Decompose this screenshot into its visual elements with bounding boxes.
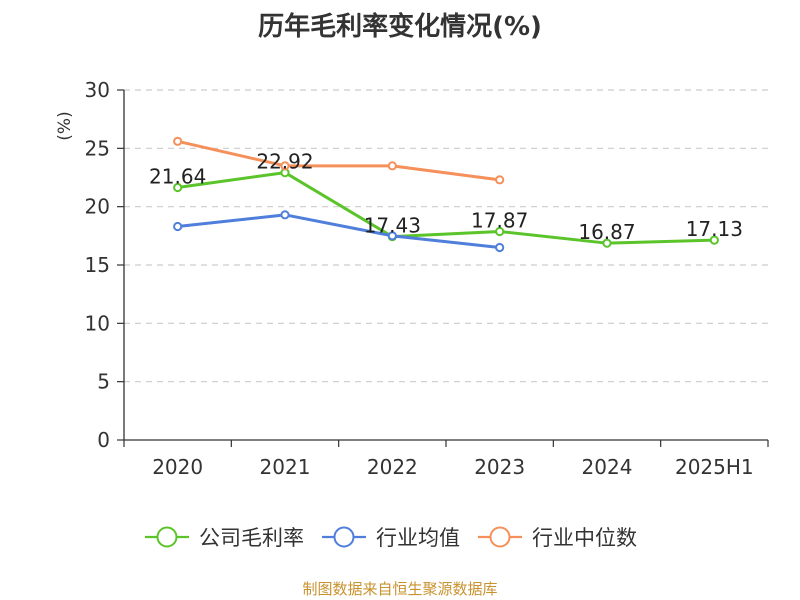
y-tick-label: 20 xyxy=(85,195,110,219)
y-tick-label: 30 xyxy=(85,78,110,102)
series-line xyxy=(177,213,500,249)
source-note: 制图数据来自恒生聚源数据库 xyxy=(302,580,498,598)
data-point[interactable] xyxy=(495,226,505,237)
legend-label: 行业中位数 xyxy=(532,526,637,550)
series-line xyxy=(177,171,715,245)
data-point[interactable] xyxy=(173,221,183,232)
data-point[interactable] xyxy=(602,238,612,248)
x-tick-label: 2023 xyxy=(474,455,525,479)
y-tick-label: 15 xyxy=(85,253,110,277)
legend-label: 行业均值 xyxy=(376,526,460,550)
chart-title: 历年毛利率变化情况(%) xyxy=(258,12,542,42)
axes: 0 5 10 15 20 25 30 2020 2021 2022 2023 2024 2025H1 xyxy=(85,78,769,479)
data-point[interactable] xyxy=(173,182,183,193)
x-tick-label: 2024 xyxy=(582,455,633,479)
series-2 xyxy=(173,136,505,185)
data-label: 22.92 xyxy=(256,150,313,174)
legend-item-0[interactable]: 公司毛利率 xyxy=(145,526,304,550)
data-label: 16.87 xyxy=(578,220,635,244)
series-layer xyxy=(173,136,719,253)
data-point[interactable] xyxy=(387,161,397,171)
data-label: 17.13 xyxy=(686,217,743,241)
legend-label: 公司毛利率 xyxy=(199,526,304,550)
legend-marker xyxy=(333,526,355,548)
x-tick-label: 2022 xyxy=(367,455,418,479)
data-point[interactable] xyxy=(173,136,183,146)
data-point[interactable] xyxy=(280,210,290,220)
x-tick-label: 2025H1 xyxy=(675,455,754,479)
data-point[interactable] xyxy=(280,161,290,171)
data-point[interactable] xyxy=(495,242,505,253)
data-label: 21.64 xyxy=(149,165,206,189)
data-labels: 21.64 22.92 17.43 17.87 16.87 17.13 xyxy=(149,150,743,245)
series-line xyxy=(177,139,500,182)
data-point[interactable] xyxy=(387,231,397,241)
y-tick-label: 25 xyxy=(85,136,110,160)
y-axis-label: (%) xyxy=(55,111,75,140)
data-point[interactable] xyxy=(495,175,505,185)
x-tick-label: 2020 xyxy=(152,455,203,479)
grid-lines xyxy=(124,89,768,383)
y-tick-label: 10 xyxy=(85,311,110,335)
series-0 xyxy=(173,168,719,248)
legend[interactable]: 公司毛利率 行业均值 行业中位数 xyxy=(145,526,637,550)
y-tick-label: 0 xyxy=(97,428,110,452)
x-tick-label: 2021 xyxy=(260,455,311,479)
legend-marker xyxy=(156,526,178,548)
y-tick-label: 5 xyxy=(97,370,110,394)
legend-item-2[interactable]: 行业中位数 xyxy=(478,526,637,550)
legend-item-1[interactable]: 行业均值 xyxy=(322,526,460,550)
series-1 xyxy=(173,210,505,253)
data-label: 17.87 xyxy=(471,209,528,233)
legend-marker xyxy=(489,526,511,548)
data-label: 17.43 xyxy=(364,214,421,238)
data-point[interactable] xyxy=(709,235,719,245)
